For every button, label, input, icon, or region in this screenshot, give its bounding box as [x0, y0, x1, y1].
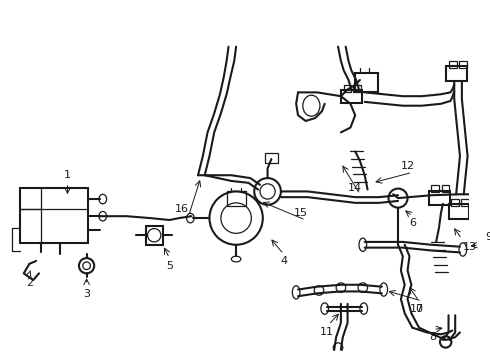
Bar [226, 192, 245, 206]
Text: 10: 10 [410, 303, 424, 314]
Text: 9: 9 [485, 232, 490, 242]
Text: 11: 11 [319, 327, 334, 337]
Bar [146, 226, 163, 245]
Bar [431, 185, 439, 192]
Bar [451, 199, 459, 206]
Text: 15: 15 [294, 208, 308, 218]
Bar [448, 204, 469, 219]
Bar [355, 73, 378, 93]
Bar [341, 90, 362, 103]
Text: 4: 4 [280, 256, 287, 266]
Bar [429, 192, 450, 205]
Text: 14: 14 [348, 183, 362, 193]
Text: 7: 7 [416, 303, 422, 314]
Text: 8: 8 [430, 332, 437, 342]
Bar [353, 85, 361, 93]
Bar [449, 61, 457, 68]
Bar [446, 66, 466, 81]
Bar [459, 61, 466, 68]
Bar [265, 153, 278, 163]
Text: 5: 5 [166, 261, 173, 271]
Text: 2: 2 [26, 278, 33, 288]
Text: 3: 3 [83, 289, 90, 299]
Text: 1: 1 [64, 170, 71, 180]
Bar [344, 85, 351, 93]
Bar [20, 188, 89, 243]
Text: 16: 16 [175, 203, 189, 213]
Text: 6: 6 [409, 218, 416, 228]
Bar [461, 199, 468, 206]
Text: 13: 13 [463, 242, 476, 252]
Bar [442, 185, 449, 192]
Text: 12: 12 [400, 161, 415, 171]
